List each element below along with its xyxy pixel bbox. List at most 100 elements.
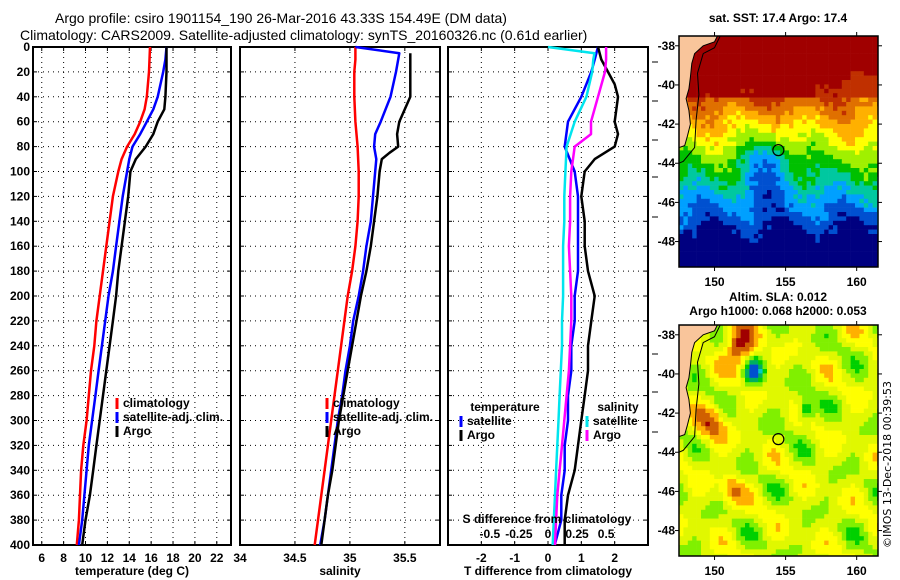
bathymetry-contour	[678, 35, 721, 164]
legend-entry: Argo	[123, 424, 151, 438]
lat-tick-label: -48	[658, 524, 676, 538]
x-tick-label: 34	[233, 551, 247, 565]
y-tick-label: 0	[23, 40, 30, 54]
y-tick-label: 280	[10, 389, 30, 403]
y-tick-label: 180	[10, 264, 30, 278]
bathymetry-contour	[678, 324, 721, 453]
x-tick-label: 12	[101, 551, 115, 565]
map-raster	[679, 36, 879, 268]
plot-frame	[32, 46, 232, 546]
y-tick-label: 360	[10, 488, 30, 502]
lat-tick-label: -44	[658, 445, 676, 459]
map-frame	[678, 324, 879, 557]
series-line-argo	[320, 53, 412, 546]
legend-entry: Argo	[593, 428, 621, 442]
temperature-panel: 0 20 40 60 80 100 120 140 160 180 200 220 240 260 280 3…	[10, 40, 232, 578]
legend-entry: satellite-adj. clim.	[333, 410, 433, 424]
map-raster	[679, 325, 879, 557]
y-tick-label: 160	[10, 239, 30, 253]
y-tick-label: 340	[10, 463, 30, 477]
map-frame	[678, 35, 879, 268]
y-tick-label: 200	[10, 289, 30, 303]
x-axis-label: salinity	[319, 564, 361, 578]
lat-tick-label: -38	[658, 328, 676, 342]
x-tick-label: 0	[545, 551, 552, 565]
series-line-temperature-argo	[563, 46, 620, 545]
x-tick-label: 16	[144, 551, 158, 565]
secondary-x-tick-label: 0.25	[565, 527, 589, 541]
x-tick-label: 10	[79, 551, 93, 565]
secondary-x-tick-label: -0.25	[505, 527, 533, 541]
sst-map-panel: 150 155 160 -38 -40 -42 -44 -46 -48 sat. SST: 17.…	[658, 11, 882, 289]
figure-title-line1: Argo profile: csiro 1901154_190 26-Mar-2…	[55, 10, 507, 26]
legend-entry: satellite	[467, 414, 512, 428]
lat-tick-label: -46	[658, 195, 676, 209]
x-tick-label: 18	[166, 551, 180, 565]
series-line-climatology	[75, 46, 152, 546]
y-tick-label: 320	[10, 438, 30, 452]
lon-tick-label: 155	[776, 275, 796, 289]
y-tick-label: 40	[17, 90, 31, 104]
x-tick-label: 35.5	[393, 551, 417, 565]
series-line-salinity-argo	[553, 47, 608, 546]
y-tick-label: 120	[10, 189, 30, 203]
lat-tick-label: -40	[658, 367, 676, 381]
y-tick-label: 80	[17, 140, 31, 154]
sla-map-title-line1: Altim. SLA: 0.012	[729, 290, 827, 304]
x-tick-label: 22	[210, 551, 224, 565]
legend-group-title: salinity	[597, 400, 639, 414]
secondary-x-tick-label: -0.5	[480, 527, 501, 541]
lon-tick-label: 150	[705, 275, 725, 289]
difference-panel: -2 -1 0 1 2T difference from climatology temp…	[447, 45, 658, 578]
salinity-panel: 34 34.5 35 35.5 salinity climatologysatellite…	[233, 45, 441, 578]
sla-map-panel: 150 155 160 -38 -40 -42 -44 -46 -48 Altim. SLA: 0…	[658, 290, 882, 578]
x-axis-label: temperature (deg C)	[75, 564, 189, 578]
x-tick-label: 14	[123, 551, 137, 565]
series-line-temperature-satellite	[553, 46, 600, 546]
lon-tick-label: 150	[705, 564, 725, 578]
lat-tick-label: -42	[658, 117, 676, 131]
x-tick-label: 2	[611, 551, 618, 565]
lat-tick-label: -38	[658, 39, 676, 53]
x-tick-label: 20	[188, 551, 202, 565]
x-tick-label: 1	[578, 551, 585, 565]
legend-entry: climatology	[333, 396, 400, 410]
lat-tick-label: -48	[658, 235, 676, 249]
legend-entry: satellite	[593, 414, 638, 428]
secondary-axis-label: S difference from climatology	[463, 512, 632, 526]
legend-group-title: temperature	[470, 400, 540, 414]
legend-entry: satellite-adj. clim.	[123, 410, 223, 424]
lon-tick-label: 160	[847, 564, 867, 578]
secondary-x-tick-label: 0.5	[598, 527, 615, 541]
lat-tick-label: -44	[658, 156, 676, 170]
x-tick-label: 35	[343, 551, 357, 565]
x-tick-label: 8	[60, 551, 67, 565]
x-tick-label: 34.5	[283, 551, 307, 565]
figure-title-line2: Climatology: CARS2009. Satellite-adjuste…	[20, 27, 588, 43]
x-tick-label: -1	[509, 551, 520, 565]
series-line-argo	[80, 47, 168, 546]
y-tick-label: 380	[10, 513, 30, 527]
series-line-salinity-satellite	[547, 45, 596, 546]
sla-map-title-line2: Argo h1000: 0.068 h2000: 0.053	[689, 304, 867, 318]
y-tick-label: 140	[10, 214, 30, 228]
y-tick-label: 60	[17, 115, 31, 129]
legend-entry: Argo	[333, 424, 361, 438]
lat-tick-label: -42	[658, 406, 676, 420]
y-tick-label: 220	[10, 314, 30, 328]
y-tick-label: 260	[10, 364, 30, 378]
lon-tick-label: 155	[776, 564, 796, 578]
land-mask	[678, 35, 719, 149]
copyright-stamp: ©IMOS 13-Dec-2018 00:39:53	[881, 381, 894, 548]
x-tick-label: 6	[38, 551, 45, 565]
secondary-x-tick-label: 0	[545, 527, 552, 541]
argo-float-marker	[772, 144, 785, 157]
lat-tick-label: -46	[658, 484, 676, 498]
legend-entry: climatology	[123, 396, 190, 410]
x-axis-label: T difference from climatology	[464, 564, 632, 578]
y-tick-label: 20	[17, 65, 31, 79]
land-mask	[678, 324, 719, 438]
lon-tick-label: 160	[847, 275, 867, 289]
series-line-satellite-adj-clim-	[77, 46, 168, 546]
